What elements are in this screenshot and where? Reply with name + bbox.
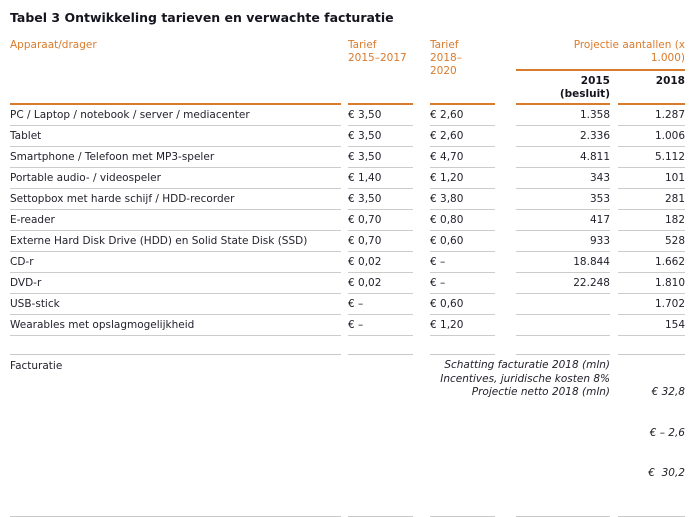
tariff-2018-2020-cell: € 4,70: [430, 147, 495, 168]
table-row: Settopbox met harde schijf / HDD-recorde…: [10, 189, 685, 210]
table-title: Tabel 3 Ontwikkeling tarieven en verwach…: [10, 10, 394, 25]
device-cell: Tablet: [10, 126, 341, 147]
count-2018-cell: 1.662: [618, 252, 685, 273]
header-projection-group: Projectie aantallen (x 1.000) 2015 (besl…: [516, 38, 685, 100]
tariff-2018-2020-cell: € 0,60: [430, 294, 495, 315]
header-projection-label: Projectie aantallen (x 1.000): [516, 38, 685, 71]
table-row: Tablet € 3,50 € 2,60 2.336 1.006: [10, 126, 685, 147]
table-row: Smartphone / Telefoon met MP3-speler € 3…: [10, 147, 685, 168]
tariff-2015-2017-cell: € –: [348, 315, 413, 336]
count-2015-cell: 18.844: [516, 252, 610, 273]
device-cell: PC / Laptop / notebook / server / mediac…: [10, 105, 341, 126]
table-row: Externe Hard Disk Drive (HDD) en Solid S…: [10, 231, 685, 252]
tariff-2018-2020-cell: € 1,20: [430, 168, 495, 189]
table-row: Portable audio- / videospeler € 1,40 € 1…: [10, 168, 685, 189]
tariff-2015-2017-cell: € 3,50: [348, 105, 413, 126]
tariff-2015-2017-cell: € 0,02: [348, 273, 413, 294]
tariff-2018-2020-cell: € –: [430, 252, 495, 273]
header-device: Apparaat/drager: [10, 39, 97, 51]
table-row: DVD-r € 0,02 € – 22.248 1.810: [10, 273, 685, 294]
header-projection-subrow: 2015 (besluit) 2018: [516, 71, 685, 100]
count-2015-cell: 933: [516, 231, 610, 252]
tariff-2018-2020-cell: € 1,20: [430, 315, 495, 336]
table-header: Apparaat/drager Tarief 2015–2017 Tarief …: [10, 38, 685, 100]
count-2015-cell: [516, 315, 610, 336]
device-cell: USB-stick: [10, 294, 341, 315]
device-cell: DVD-r: [10, 273, 341, 294]
count-2018-cell: 1.810: [618, 273, 685, 294]
count-2018-cell: 528: [618, 231, 685, 252]
count-2015-cell: 2.336: [516, 126, 610, 147]
billing-summary-labels: Schatting facturatie 2018 (mln) Incentiv…: [430, 359, 610, 508]
count-2015-cell: [516, 294, 610, 315]
count-2015-cell: 4.811: [516, 147, 610, 168]
tariff-2018-2020-cell: € –: [430, 273, 495, 294]
header-tariff-2015-2017: Tarief 2015–2017: [348, 39, 407, 64]
count-2018-cell: 5.112: [618, 147, 685, 168]
tariff-2018-2020-cell: € 3,80: [430, 189, 495, 210]
tariff-2015-2017-cell: € 3,50: [348, 126, 413, 147]
device-cell: CD-r: [10, 252, 341, 273]
device-cell: E-reader: [10, 210, 341, 231]
tariff-2015-2017-cell: € 0,70: [348, 231, 413, 252]
table-row: Wearables met opslagmogelijkheid € – € 1…: [10, 315, 685, 336]
tariff-2015-2017-cell: € 0,70: [348, 210, 413, 231]
count-2018-cell: 1.287: [618, 105, 685, 126]
count-2018-cell: 101: [618, 168, 685, 189]
device-cell: Wearables met opslagmogelijkheid: [10, 315, 341, 336]
count-2018-cell: 154: [618, 315, 685, 336]
count-2018-cell: 1.702: [618, 294, 685, 315]
count-2018-cell: 281: [618, 189, 685, 210]
device-cell: Smartphone / Telefoon met MP3-speler: [10, 147, 341, 168]
bottom-rule: [10, 515, 685, 517]
summary-line-value: € 32,8: [651, 386, 685, 398]
billing-summary-values: € 32,8 € – 2,6 € 30,2: [618, 359, 685, 508]
tariff-2015-2017-cell: € –: [348, 294, 413, 315]
tariff-2015-2017-cell: € 3,50: [348, 189, 413, 210]
summary-line-value: € 30,2: [648, 467, 685, 479]
count-2015-cell: 1.358: [516, 105, 610, 126]
tariff-2015-2017-cell: € 3,50: [348, 147, 413, 168]
tariff-2018-2020-cell: € 2,60: [430, 126, 495, 147]
tariff-2018-2020-cell: € 0,80: [430, 210, 495, 231]
table-row: E-reader € 0,70 € 0,80 417 182: [10, 210, 685, 231]
summary-line-label: Projectie netto 2018 (mln): [471, 386, 610, 398]
table-row: USB-stick € – € 0,60 1.702: [10, 294, 685, 315]
summary-line-value: € – 2,6: [649, 426, 685, 439]
header-rule: [10, 103, 685, 105]
count-2018-cell: 182: [618, 210, 685, 231]
tariff-2015-2017-cell: € 1,40: [348, 168, 413, 189]
header-tariff-2018-2020: Tarief 2018– 2020: [430, 39, 462, 77]
tariff-2018-2020-cell: € 2,60: [430, 105, 495, 126]
device-cell: Settopbox met harde schijf / HDD-recorde…: [10, 189, 341, 210]
summary-line-label: Incentives, juridische kosten 8%: [440, 372, 610, 385]
tariff-2015-2017-cell: € 0,02: [348, 252, 413, 273]
table-body: PC / Laptop / notebook / server / mediac…: [10, 105, 685, 336]
billing-summary-title: Facturatie: [10, 360, 63, 372]
device-cell: Externe Hard Disk Drive (HDD) en Solid S…: [10, 231, 341, 252]
spacer-row: [10, 336, 685, 355]
billing-summary: Facturatie Schatting facturatie 2018 (ml…: [10, 355, 685, 513]
count-2015-cell: 417: [516, 210, 610, 231]
count-2015-cell: 22.248: [516, 273, 610, 294]
count-2015-cell: 343: [516, 168, 610, 189]
count-2018-cell: 1.006: [618, 126, 685, 147]
tariff-2018-2020-cell: € 0,60: [430, 231, 495, 252]
table-row: CD-r € 0,02 € – 18.844 1.662: [10, 252, 685, 273]
table-row: PC / Laptop / notebook / server / mediac…: [10, 105, 685, 126]
count-2015-cell: 353: [516, 189, 610, 210]
device-cell: Portable audio- / videospeler: [10, 168, 341, 189]
header-2015-besluit: 2015 (besluit): [559, 75, 610, 100]
summary-line-label: Schatting facturatie 2018 (mln): [444, 359, 610, 371]
header-2018: 2018: [655, 75, 685, 87]
